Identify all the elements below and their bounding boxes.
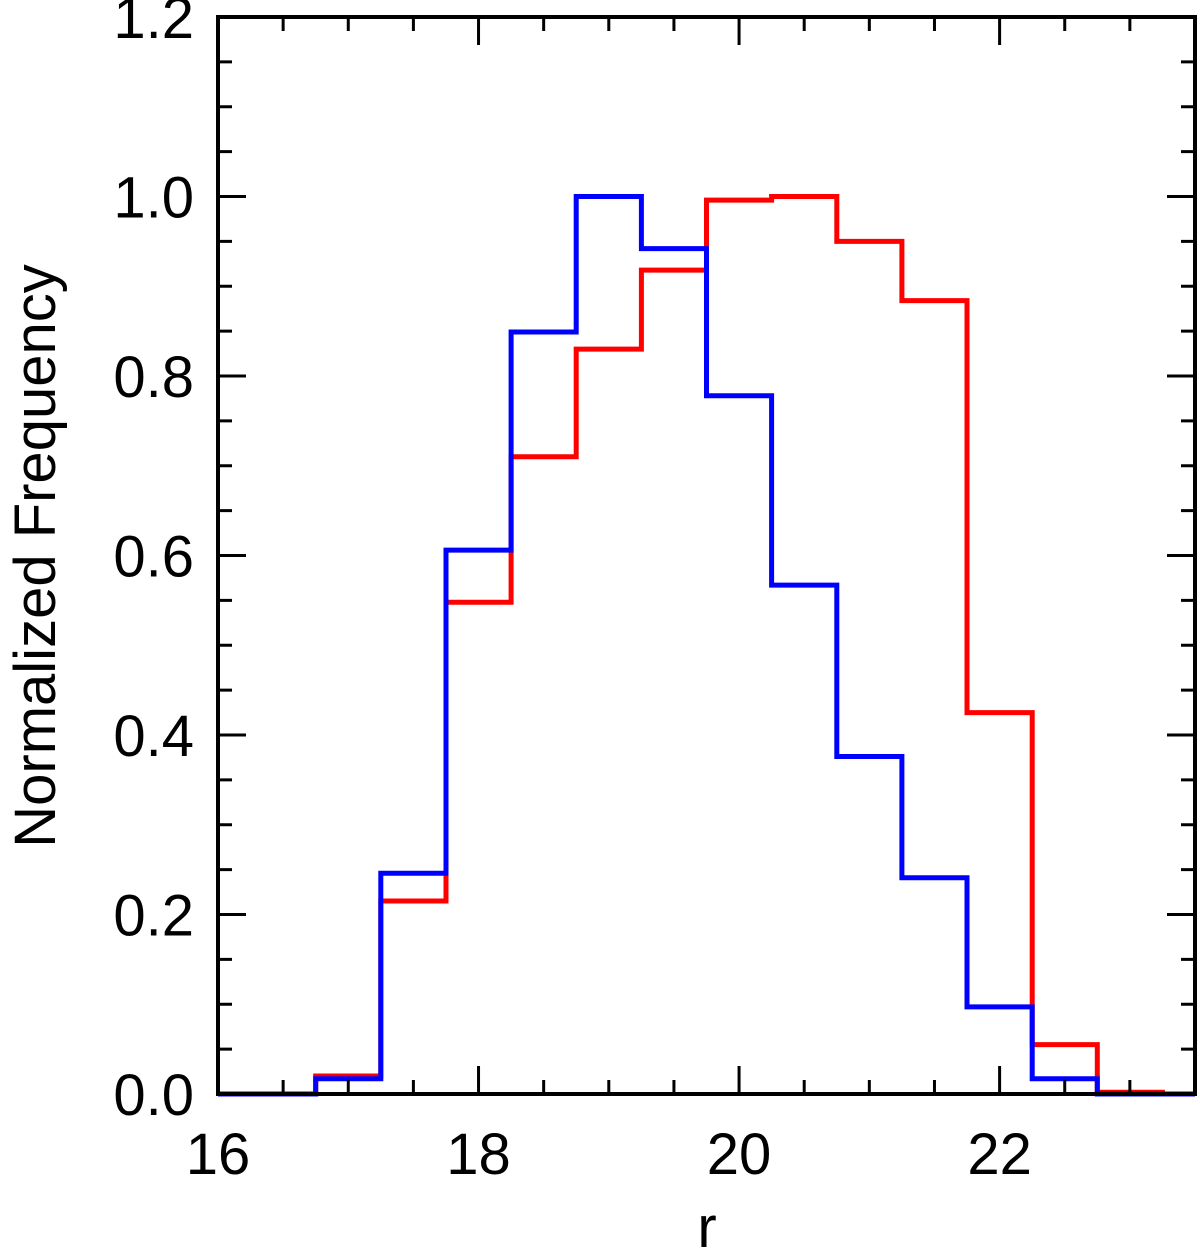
x-axis-title: r [697, 1195, 716, 1253]
tick-labels: 16 18 20 22 0.0 0.2 0.4 0.6 0.8 1.0 1.2 [113, 0, 1031, 1187]
y-tick-label: 0.0 [113, 1063, 194, 1128]
x-tick-label: 22 [967, 1122, 1032, 1187]
series-2-line [218, 194, 1195, 1097]
series-layer [218, 194, 1195, 1097]
axis-ticks [216, 15, 1197, 1096]
plot-frame [216, 15, 1197, 1096]
y-tick-label: 1.0 [113, 166, 194, 231]
y-tick-label: 0.4 [113, 704, 194, 769]
y-axis-title: Normalized Frequency [3, 264, 68, 847]
plot-border [216, 15, 1197, 1096]
x-tick-label: 16 [186, 1122, 251, 1187]
series-1-line [218, 194, 1195, 1097]
y-tick-label: 0.8 [113, 345, 194, 410]
y-tick-label: 0.6 [113, 525, 194, 590]
x-tick-label: 18 [446, 1122, 511, 1187]
y-tick-label: 1.2 [113, 0, 194, 51]
y-tick-label: 0.2 [113, 884, 194, 949]
x-tick-label: 20 [707, 1122, 772, 1187]
